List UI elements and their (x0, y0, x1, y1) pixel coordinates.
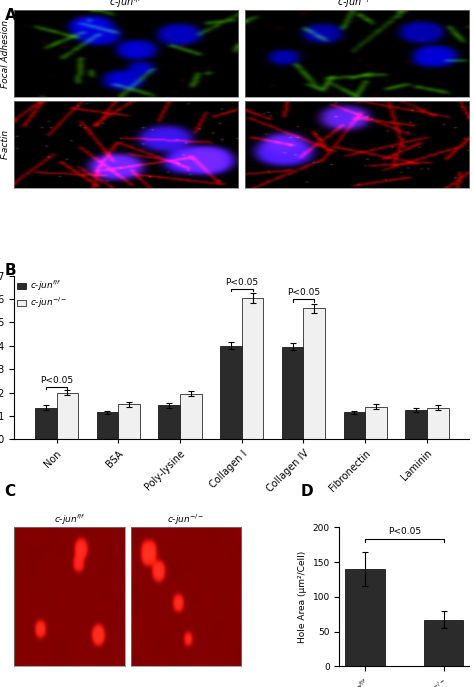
Y-axis label: F-actin: F-actin (1, 129, 10, 159)
Y-axis label: Hole Area (μm²/Cell): Hole Area (μm²/Cell) (298, 551, 307, 643)
Bar (365, 407, 387, 439)
Bar (118, 404, 140, 439)
Text: A: A (5, 8, 17, 23)
Bar (282, 347, 303, 439)
Legend: $\it{c}$-$\it{jun}$$^{f/f}$, $\it{c}$-$\it{jun}$$^{-/-}$: $\it{c}$-$\it{jun}$$^{f/f}$, $\it{c}$-$\… (17, 278, 67, 310)
Text: D: D (301, 484, 314, 499)
Bar (220, 346, 242, 439)
Bar (56, 392, 78, 439)
Bar (344, 412, 365, 439)
Title: $\it{c}$-$\it{jun}$$^{f/f}$: $\it{c}$-$\it{jun}$$^{f/f}$ (109, 0, 143, 10)
Bar (97, 412, 118, 439)
Bar (242, 298, 264, 439)
Bar (427, 407, 448, 439)
Bar (424, 620, 464, 666)
Y-axis label: Focal Adhesion: Focal Adhesion (1, 20, 10, 88)
Text: B: B (5, 263, 17, 278)
Bar (303, 308, 325, 439)
Bar (35, 407, 56, 439)
Text: P<0.05: P<0.05 (287, 289, 320, 297)
Bar (405, 410, 427, 439)
Text: P<0.05: P<0.05 (388, 528, 421, 537)
Title: $\it{c}$-$\it{jun}$$^{-/-}$: $\it{c}$-$\it{jun}$$^{-/-}$ (167, 513, 205, 527)
Text: C: C (5, 484, 16, 499)
Text: P<0.05: P<0.05 (40, 376, 73, 385)
Bar (180, 394, 201, 439)
Title: $\it{c}$-$\it{jun}$$^{f/f}$: $\it{c}$-$\it{jun}$$^{f/f}$ (54, 513, 85, 527)
Text: P<0.05: P<0.05 (225, 278, 258, 287)
Title: $\it{c}$-$\it{jun}$$^{-/-}$: $\it{c}$-$\it{jun}$$^{-/-}$ (337, 0, 377, 10)
Bar (346, 569, 385, 666)
Bar (158, 405, 180, 439)
